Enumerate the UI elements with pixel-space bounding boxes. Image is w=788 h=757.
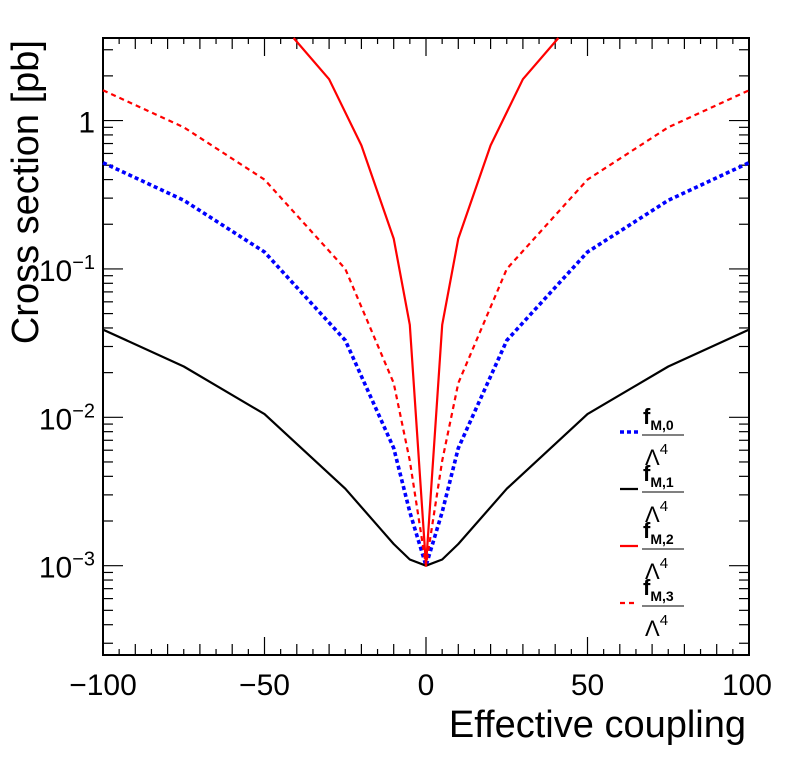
y-tick-label: 1 <box>78 107 95 140</box>
data-point-fM1 <box>587 413 589 415</box>
x-tick-label: 0 <box>418 669 435 702</box>
data-point-fM3 <box>102 89 104 91</box>
legend-label-fM0: fM,0 <box>643 404 674 433</box>
x-tick-label: 50 <box>571 669 604 702</box>
data-point-fM3 <box>587 179 589 181</box>
y-axis-title: Cross section [pb] <box>5 40 47 344</box>
legend-label-fM3: fM,3 <box>643 575 674 604</box>
data-point-fM3 <box>183 126 185 128</box>
y-tick-label: 10−3 <box>39 549 95 585</box>
series-fM0 <box>102 161 750 568</box>
x-tick-labels: −100 −50 0 50 100 <box>69 669 772 702</box>
data-point-fM0 <box>409 511 411 513</box>
legend-entry-fM1: fM,1 Λ4 <box>620 461 684 527</box>
data-point-fM3 <box>425 565 427 567</box>
data-point-fM1 <box>506 488 508 490</box>
data-point-fM0 <box>667 199 669 201</box>
data-point-fM3 <box>506 268 508 270</box>
series-fM3 <box>102 89 750 567</box>
series-line-fM2 <box>292 37 560 567</box>
data-point-fM0 <box>587 251 589 253</box>
series-line-fM3 <box>102 89 750 567</box>
data-point-fM2 <box>557 37 559 39</box>
legend-label-fM1: fM,1 <box>643 461 674 490</box>
data-point-fM0 <box>183 199 185 201</box>
data-point-fM1 <box>102 329 104 331</box>
data-point-fM2 <box>328 78 330 80</box>
data-point-fM0 <box>264 251 266 253</box>
legend-entry-fM3: fM,3 Λ4 <box>620 575 684 641</box>
data-point-fM2 <box>522 78 524 80</box>
legend-entry-fM2: fM,2 Λ4 <box>620 518 684 584</box>
data-point-fM0 <box>457 447 459 449</box>
data-point-fM0 <box>102 162 104 164</box>
x-axis-title: Effective coupling <box>449 704 746 746</box>
data-point-fM1 <box>409 559 411 561</box>
data-point-fM0 <box>393 447 395 449</box>
y-tick-label: 10−1 <box>39 252 95 288</box>
data-point-fM3 <box>457 382 459 384</box>
data-point-fM1 <box>393 543 395 545</box>
data-point-fM1 <box>441 559 443 561</box>
x-tick-label: 100 <box>722 669 772 702</box>
legend-denominator-fM2: Λ4 <box>645 555 668 584</box>
legend-denominator-fM1: Λ4 <box>645 498 668 527</box>
data-point-fM2 <box>293 37 295 39</box>
data-point-fM2 <box>457 238 459 240</box>
y-tick-label: 10−2 <box>39 400 95 436</box>
data-point-fM0 <box>441 511 443 513</box>
data-point-fM0 <box>344 339 346 341</box>
x-tick-label: −100 <box>69 669 137 702</box>
data-point-fM3 <box>748 89 750 91</box>
data-point-fM3 <box>409 460 411 462</box>
data-point-fM3 <box>441 460 443 462</box>
data-point-fM1 <box>748 329 750 331</box>
data-point-fM1 <box>264 413 266 415</box>
curves <box>102 37 750 568</box>
data-point-fM2 <box>360 144 362 146</box>
data-point-fM1 <box>183 365 185 367</box>
data-point-fM0 <box>506 339 508 341</box>
series-line-fM0 <box>102 161 750 568</box>
data-point-fM1 <box>344 488 346 490</box>
legend-denominator-fM0: Λ4 <box>645 441 668 470</box>
data-point-fM3 <box>344 268 346 270</box>
data-point-fM2 <box>441 324 443 326</box>
data-point-fM3 <box>264 179 266 181</box>
data-point-fM1 <box>457 543 459 545</box>
data-point-fM3 <box>393 382 395 384</box>
legend-denominator-fM3: Λ4 <box>645 612 668 641</box>
data-point-fM1 <box>667 365 669 367</box>
data-point-fM2 <box>490 144 492 146</box>
data-point-fM0 <box>748 162 750 164</box>
axis-ticks <box>103 38 749 655</box>
series-fM2 <box>292 37 560 567</box>
data-point-fM3 <box>667 126 669 128</box>
data-point-fM2 <box>409 324 411 326</box>
legend-label-fM2: fM,2 <box>643 518 674 547</box>
x-tick-label: −50 <box>239 669 290 702</box>
y-tick-labels: 10−3 10−2 10−1 1 <box>39 107 95 585</box>
data-point-fM2 <box>393 238 395 240</box>
legend-entry-fM0: fM,0 Λ4 <box>620 404 684 470</box>
